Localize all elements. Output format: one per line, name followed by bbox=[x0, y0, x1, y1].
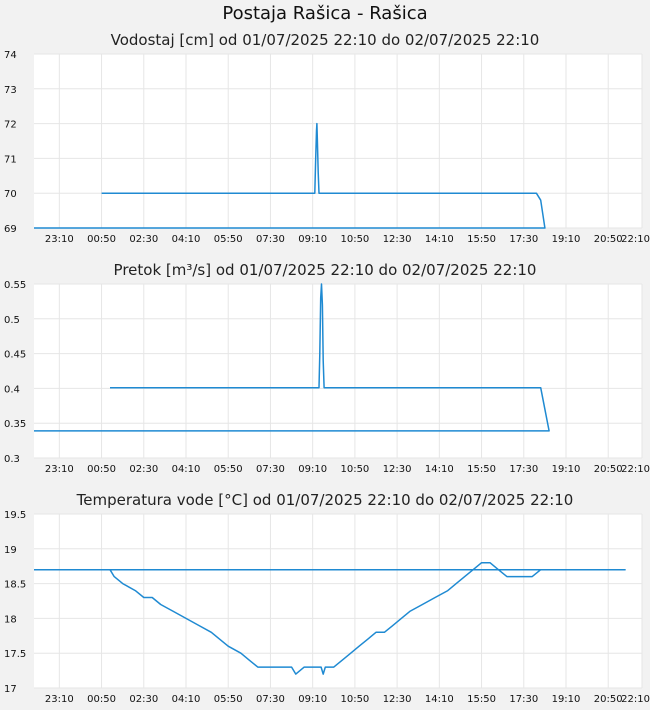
x-tick-label: 14:10 bbox=[425, 464, 454, 475]
x-tick-label: 05:50 bbox=[214, 234, 243, 245]
x-tick-label: 20:50 bbox=[594, 694, 623, 705]
y-tick-label: 0.35 bbox=[4, 419, 26, 430]
x-tick-label: 00:50 bbox=[87, 464, 116, 475]
x-tick-label: 22:10 bbox=[621, 694, 650, 705]
x-tick-label: 10:50 bbox=[340, 234, 369, 245]
x-tick-label: 17:30 bbox=[509, 234, 538, 245]
x-tick-label: 00:50 bbox=[87, 694, 116, 705]
plot-area bbox=[34, 284, 642, 458]
x-tick-label: 23:10 bbox=[45, 234, 74, 245]
x-tick-label: 02:30 bbox=[129, 464, 158, 475]
y-tick-label: 0.55 bbox=[4, 280, 26, 291]
x-tick-label: 15:50 bbox=[467, 234, 496, 245]
y-tick-label: 74 bbox=[4, 50, 17, 61]
y-tick-label: 0.3 bbox=[4, 454, 20, 465]
y-tick-label: 0.4 bbox=[4, 384, 20, 395]
x-tick-label: 04:10 bbox=[172, 694, 201, 705]
y-tick-label: 18.5 bbox=[4, 580, 26, 591]
x-tick-label: 20:50 bbox=[594, 234, 623, 245]
x-tick-label: 05:50 bbox=[214, 694, 243, 705]
x-tick-label: 09:10 bbox=[298, 694, 327, 705]
x-tick-label: 19:10 bbox=[552, 694, 581, 705]
x-tick-label: 23:10 bbox=[45, 464, 74, 475]
chart-pretok: Pretok [m³/s] od 01/07/2025 22:10 do 02/… bbox=[4, 261, 650, 475]
x-tick-label: 10:50 bbox=[340, 464, 369, 475]
x-tick-label: 05:50 bbox=[214, 464, 243, 475]
y-tick-label: 19.5 bbox=[4, 510, 26, 521]
x-tick-label: 22:10 bbox=[621, 234, 650, 245]
y-tick-label: 18 bbox=[4, 614, 17, 625]
x-tick-label: 12:30 bbox=[383, 234, 412, 245]
x-tick-label: 07:30 bbox=[256, 694, 285, 705]
x-tick-label: 04:10 bbox=[172, 234, 201, 245]
chart-temperatura: Temperatura vode [°C] od 01/07/2025 22:1… bbox=[4, 491, 650, 705]
x-tick-label: 14:10 bbox=[425, 234, 454, 245]
x-tick-label: 12:30 bbox=[383, 464, 412, 475]
x-tick-label: 07:30 bbox=[256, 234, 285, 245]
x-tick-label: 19:10 bbox=[552, 464, 581, 475]
y-tick-label: 17.5 bbox=[4, 649, 26, 660]
x-tick-label: 14:10 bbox=[425, 694, 454, 705]
y-tick-label: 71 bbox=[4, 154, 17, 165]
x-tick-label: 09:10 bbox=[298, 234, 327, 245]
x-tick-label: 02:30 bbox=[129, 694, 158, 705]
x-tick-label: 02:30 bbox=[129, 234, 158, 245]
x-tick-label: 17:30 bbox=[509, 464, 538, 475]
x-tick-label: 07:30 bbox=[256, 464, 285, 475]
series-line bbox=[34, 561, 626, 675]
y-tick-label: 0.5 bbox=[4, 315, 20, 326]
x-tick-label: 23:10 bbox=[45, 694, 74, 705]
series-line bbox=[34, 122, 546, 229]
plot-area bbox=[34, 54, 642, 228]
chart-title: Pretok [m³/s] od 01/07/2025 22:10 do 02/… bbox=[114, 261, 537, 279]
x-tick-label: 10:50 bbox=[340, 694, 369, 705]
series-line bbox=[34, 283, 550, 432]
plot-area bbox=[34, 514, 642, 688]
x-tick-label: 17:30 bbox=[509, 694, 538, 705]
chart-title: Vodostaj [cm] od 01/07/2025 22:10 do 02/… bbox=[111, 31, 540, 49]
y-tick-label: 70 bbox=[4, 189, 17, 200]
x-tick-label: 15:50 bbox=[467, 694, 496, 705]
chart-title: Temperatura vode [°C] od 01/07/2025 22:1… bbox=[76, 491, 574, 509]
y-tick-label: 72 bbox=[4, 120, 17, 131]
x-tick-label: 00:50 bbox=[87, 234, 116, 245]
x-tick-label: 20:50 bbox=[594, 464, 623, 475]
x-tick-label: 04:10 bbox=[172, 464, 201, 475]
page-title: Postaja Rašica - Rašica bbox=[222, 3, 428, 24]
chart-vodostaj: Vodostaj [cm] od 01/07/2025 22:10 do 02/… bbox=[4, 31, 650, 245]
x-tick-label: 19:10 bbox=[552, 234, 581, 245]
x-tick-label: 09:10 bbox=[298, 464, 327, 475]
y-tick-label: 73 bbox=[4, 85, 17, 96]
y-tick-label: 0.45 bbox=[4, 350, 26, 361]
y-tick-label: 19 bbox=[4, 545, 17, 556]
x-tick-label: 15:50 bbox=[467, 464, 496, 475]
x-tick-label: 22:10 bbox=[621, 464, 650, 475]
y-tick-label: 69 bbox=[4, 224, 17, 235]
y-tick-label: 17 bbox=[4, 684, 17, 695]
x-tick-label: 12:30 bbox=[383, 694, 412, 705]
